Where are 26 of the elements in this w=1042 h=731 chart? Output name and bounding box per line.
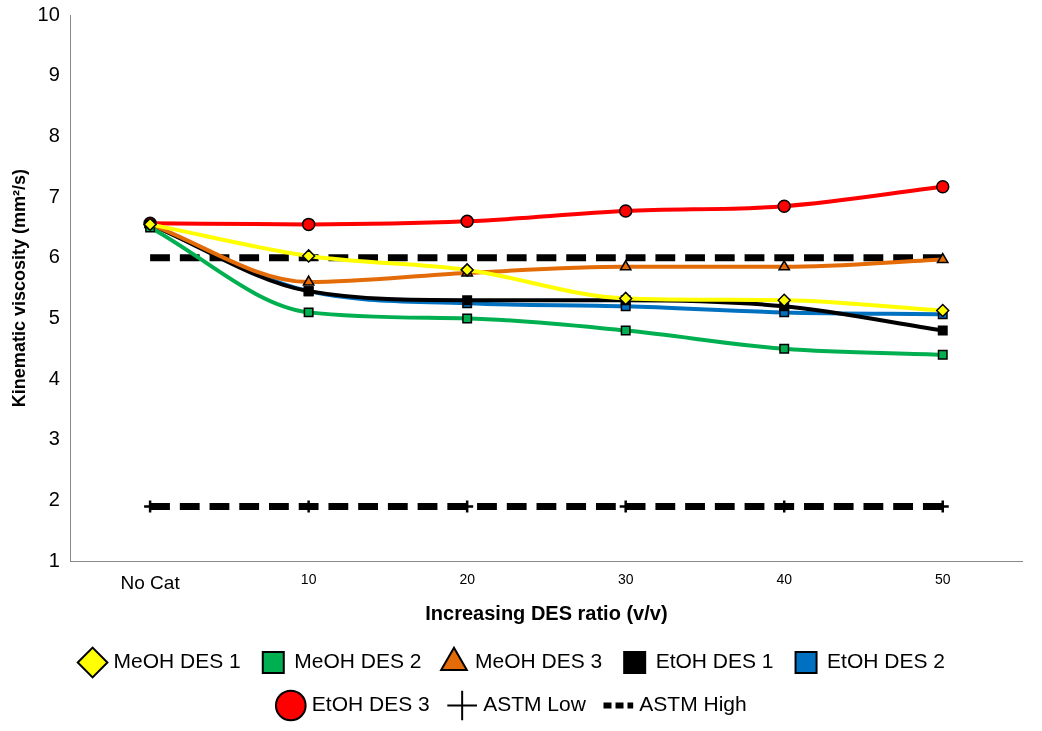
x-tick-label: 20 <box>459 571 476 588</box>
legend-label: EtOH DES 2 <box>827 649 945 673</box>
legend-label: MeOH DES 3 <box>474 649 603 673</box>
legend-label: MeOH DES 1 <box>113 649 241 673</box>
x-tick-label: No Cat <box>120 571 181 593</box>
y-tick-label: 10 <box>37 2 60 25</box>
x-tick-label: 30 <box>617 571 634 588</box>
legend-label: EtOH DES 1 <box>655 649 774 673</box>
legend-label: EtOH DES 3 <box>311 692 430 716</box>
y-tick-label: 8 <box>48 123 60 146</box>
legend-label: ASTM Low <box>483 692 587 716</box>
y-tick-label: 1 <box>48 548 60 571</box>
y-tick-label: 6 <box>48 245 60 268</box>
y-tick-label: 7 <box>48 184 60 207</box>
y-tick-label: 4 <box>48 366 60 389</box>
x-tick-label: 10 <box>300 571 317 588</box>
y-tick-label: 5 <box>48 305 60 328</box>
y-tick-label: 3 <box>48 427 60 450</box>
x-tick-label: 50 <box>934 571 951 588</box>
y-tick-label: 9 <box>48 63 60 86</box>
y-axis-title: Kinematic viscosity (mm²/s) <box>8 169 29 408</box>
x-axis-title: Increasing DES ratio (v/v) <box>425 601 668 624</box>
legend-label: MeOH DES 2 <box>294 649 422 673</box>
legend-label: ASTM High <box>639 692 747 716</box>
y-tick-label: 2 <box>48 488 60 511</box>
x-tick-label: 40 <box>776 571 793 588</box>
